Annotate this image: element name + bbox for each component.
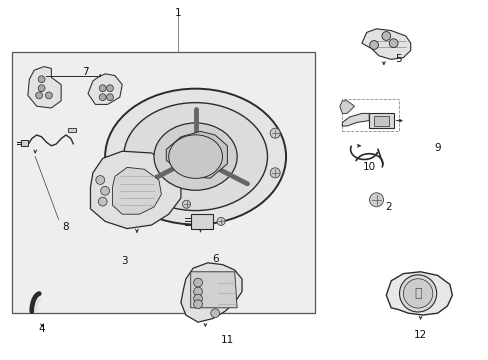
Text: 4: 4 <box>38 324 45 334</box>
Circle shape <box>403 279 432 308</box>
Polygon shape <box>373 116 388 126</box>
Bar <box>342 99 398 131</box>
Text: 3: 3 <box>121 256 128 266</box>
Text: 10: 10 <box>362 162 375 172</box>
Circle shape <box>101 186 109 195</box>
Polygon shape <box>339 101 354 113</box>
Circle shape <box>193 287 202 296</box>
Circle shape <box>106 85 113 92</box>
Polygon shape <box>112 167 161 214</box>
Text: 7: 7 <box>82 67 89 77</box>
Polygon shape <box>342 113 368 126</box>
Text: 8: 8 <box>62 222 69 232</box>
Polygon shape <box>386 272 451 315</box>
Circle shape <box>399 275 436 312</box>
Polygon shape <box>90 151 181 229</box>
Circle shape <box>388 39 397 48</box>
Text: 11: 11 <box>220 335 234 345</box>
Circle shape <box>217 217 224 225</box>
Polygon shape <box>361 29 410 59</box>
Polygon shape <box>21 140 28 146</box>
Ellipse shape <box>105 89 285 225</box>
Ellipse shape <box>123 103 267 211</box>
Circle shape <box>38 76 45 83</box>
Circle shape <box>369 193 383 207</box>
Circle shape <box>99 85 106 92</box>
Polygon shape <box>88 74 122 104</box>
Bar <box>12 52 315 313</box>
Text: 12: 12 <box>413 330 427 340</box>
Circle shape <box>381 32 390 40</box>
Text: 6: 6 <box>211 254 218 264</box>
Polygon shape <box>368 113 393 128</box>
Circle shape <box>45 92 52 99</box>
Circle shape <box>369 41 378 49</box>
Circle shape <box>36 92 42 99</box>
Circle shape <box>96 176 104 184</box>
Circle shape <box>270 128 280 138</box>
Text: 1: 1 <box>175 8 182 18</box>
Circle shape <box>99 94 106 101</box>
Polygon shape <box>28 67 61 108</box>
Circle shape <box>270 168 280 178</box>
Text: 2: 2 <box>385 202 391 212</box>
Text: 5: 5 <box>394 54 401 64</box>
Polygon shape <box>190 272 237 308</box>
Circle shape <box>182 200 190 208</box>
Circle shape <box>210 309 219 318</box>
Circle shape <box>106 94 113 101</box>
Text: 9: 9 <box>433 143 440 153</box>
Text: ℒ: ℒ <box>413 287 421 300</box>
Polygon shape <box>181 263 242 322</box>
Polygon shape <box>166 131 227 178</box>
Circle shape <box>193 278 202 287</box>
Polygon shape <box>190 214 212 229</box>
Circle shape <box>98 197 107 206</box>
Circle shape <box>193 294 202 303</box>
Circle shape <box>38 85 45 92</box>
Circle shape <box>193 300 202 309</box>
Ellipse shape <box>154 123 237 190</box>
Ellipse shape <box>168 135 222 178</box>
Polygon shape <box>68 128 76 132</box>
